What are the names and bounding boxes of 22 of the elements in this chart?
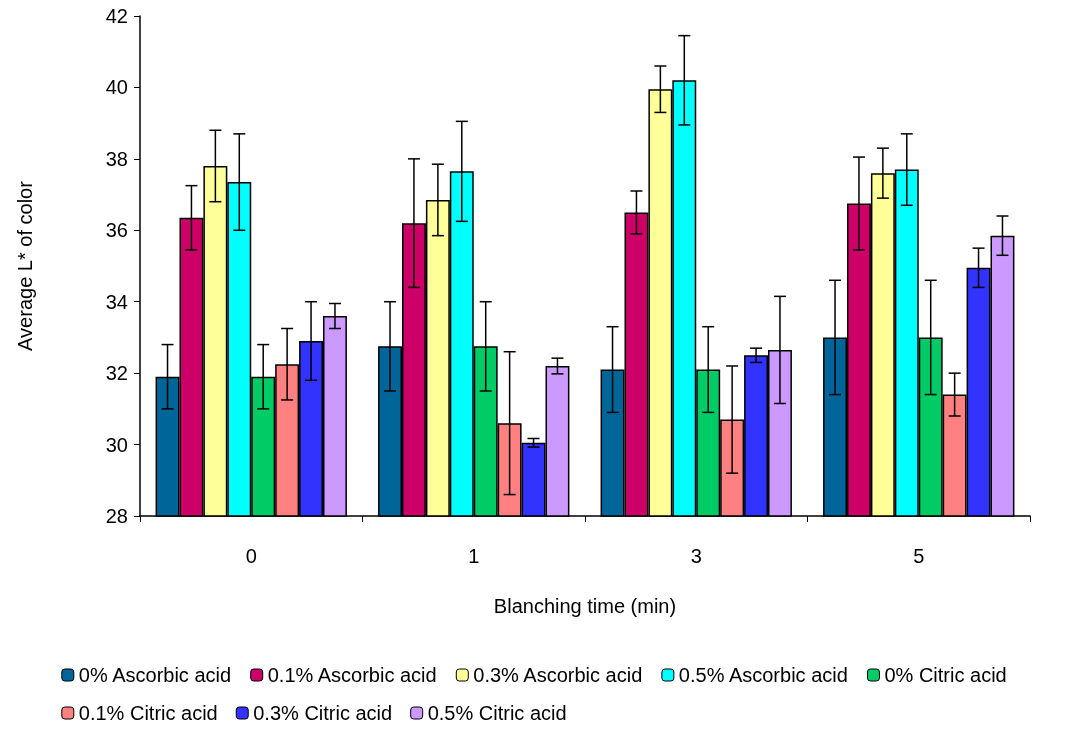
legend-label: 0.5% Citric acid	[427, 702, 567, 724]
legend-label: 0.1% Citric acid	[78, 702, 218, 724]
y-tick-label: 34	[105, 290, 128, 313]
y-tick-label: 32	[105, 362, 128, 385]
y-tick-label: 36	[105, 219, 128, 242]
legend-label: 0% Citric acid	[884, 664, 1007, 686]
x-tick-label: 0	[245, 545, 257, 567]
x-tick-label: 3	[690, 545, 702, 567]
y-tick-label: 40	[105, 76, 128, 99]
y-tick-label: 30	[105, 433, 128, 456]
y-tick-label: 42	[105, 5, 128, 27]
y-tick-label: 38	[105, 147, 128, 170]
legend-label: 0.3% Citric acid	[253, 702, 393, 724]
x-axis-title: Blanching time (min)	[493, 595, 677, 617]
x-tick-label: 5	[913, 545, 925, 567]
y-tick-label: 28	[105, 505, 128, 527]
legend-label: 0% Ascorbic acid	[78, 664, 232, 686]
x-tick-label: 1	[468, 545, 480, 567]
y-axis-title: Average L* of color	[14, 180, 36, 351]
legend-label: 0.3% Ascorbic acid	[473, 664, 643, 686]
legend-label: 0.5% Ascorbic acid	[678, 664, 848, 686]
legend-label: 0.1% Ascorbic acid	[267, 664, 437, 686]
